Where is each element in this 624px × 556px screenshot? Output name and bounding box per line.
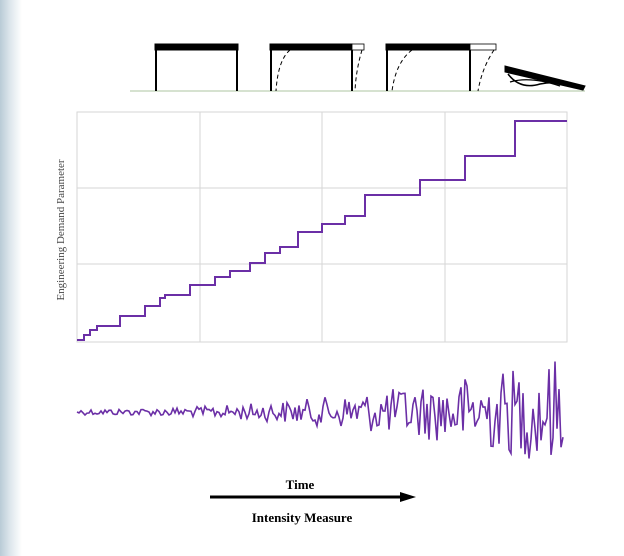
- frame-displaced: [269, 43, 365, 92]
- time-label: Time: [286, 477, 315, 492]
- frame-collapsed: [504, 65, 586, 91]
- frame-intact: [154, 43, 239, 91]
- y-axis-label: Engineering Demand Parameter: [55, 159, 67, 300]
- waveform: [76, 361, 564, 459]
- arrow: [210, 492, 416, 502]
- intensity-label: Intensity Measure: [252, 510, 353, 525]
- ground-motion: [76, 361, 564, 459]
- frame-damaged: [385, 43, 497, 92]
- panel: [22, 0, 624, 556]
- edp-staircase: [77, 120, 567, 341]
